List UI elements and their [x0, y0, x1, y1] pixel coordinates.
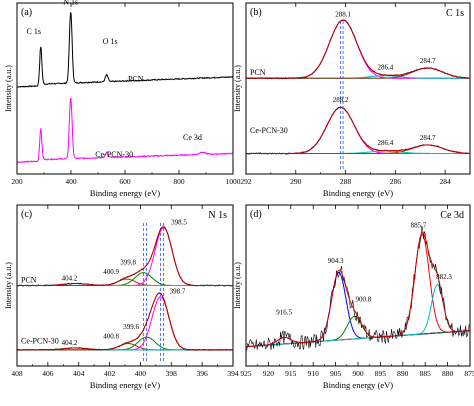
- panel-label: (a): [21, 7, 32, 18]
- annotation-label: PCN: [128, 75, 144, 84]
- plot-area: [17, 223, 233, 362]
- x-tick-label: 925: [240, 369, 252, 378]
- y-axis-label: Intensity (a.u.): [4, 65, 13, 112]
- annotation-label: O 1s: [103, 37, 118, 46]
- x-tick-label: 885: [420, 369, 432, 378]
- x-tick-label: 406: [42, 369, 54, 378]
- series-line-pcn: [17, 11, 233, 88]
- x-tick-label: 1000: [226, 177, 241, 186]
- peak-label: 404.2: [62, 339, 78, 347]
- raw-spectrum: [246, 19, 470, 80]
- annotation-label: C 1s: [27, 27, 41, 36]
- peak-label: 882.3: [436, 273, 452, 281]
- x-tick-label: 900: [352, 369, 364, 378]
- series-line-ce-pcn-30: [17, 97, 233, 164]
- x-tick-label: 890: [397, 369, 409, 378]
- y-axis-label: Intensity (a.u.): [4, 262, 13, 309]
- peak-label: 400.8: [103, 333, 119, 341]
- x-tick-label: 402: [104, 369, 116, 378]
- peak-label: 288.1: [335, 11, 351, 19]
- raw-spectrum: [246, 225, 470, 353]
- fit-envelope: [17, 292, 233, 351]
- x-tick-label: 404: [73, 369, 85, 378]
- panel-2: 292 290 288 286 284 Binding energy (eV) Intens…: [233, 2, 471, 198]
- x-axis-label: Binding energy (eV): [323, 380, 393, 390]
- x-tick-label: 920: [263, 369, 275, 378]
- x-tick-label: 600: [119, 177, 131, 186]
- peak-label: 288.2: [333, 96, 349, 104]
- peak-label: 900.8: [356, 296, 372, 304]
- x-tick-label: 398: [166, 369, 178, 378]
- x-tick-label: 408: [11, 369, 23, 378]
- sample-label: PCN: [250, 68, 266, 77]
- panel-4: 925 920 915 910 905 900 895 890 885 880 875 Binding…: [233, 204, 474, 390]
- annotation-label: N 1s: [63, 0, 78, 7]
- peak-label: 399.6: [123, 323, 139, 331]
- plot-area: [17, 11, 233, 164]
- panel-title: N 1s: [208, 210, 227, 221]
- x-tick-label: 396: [197, 369, 209, 378]
- peak-label: 284.7: [420, 57, 436, 65]
- sample-label: PCN: [21, 275, 37, 284]
- panel-title: Ce 3d: [440, 210, 464, 221]
- plot-area: [246, 225, 470, 353]
- fit-component: [246, 283, 470, 348]
- x-tick-label: 200: [11, 177, 23, 186]
- peak-label: 885.7: [411, 222, 427, 230]
- x-tick-label: 292: [240, 177, 252, 186]
- y-axis-label: Intensity (a.u.): [233, 262, 242, 309]
- y-axis-label: Intensity (a.u.): [233, 65, 242, 112]
- x-axis-label: Binding energy (eV): [90, 188, 160, 198]
- panel-1: 200 400 600 800 1000 Binding energy (eV) Inten…: [4, 0, 241, 198]
- peak-label: 404.2: [62, 275, 78, 283]
- peak-label: 904.3: [328, 257, 344, 265]
- x-tick-label: 895: [375, 369, 387, 378]
- panel-label: (b): [250, 7, 262, 18]
- x-tick-label: 910: [308, 369, 320, 378]
- x-tick-label: 286: [390, 177, 402, 186]
- fit-envelope: [246, 19, 470, 79]
- axes-frame: [16, 2, 234, 175]
- sample-label: Ce-PCN-30: [21, 336, 59, 345]
- raw-spectrum: [17, 226, 233, 287]
- panel-label: (d): [250, 209, 262, 220]
- x-tick-label: 905: [330, 369, 342, 378]
- peak-label: 916.5: [276, 308, 292, 316]
- peak-label: 286.4: [378, 139, 394, 147]
- peak-label: 284.7: [420, 134, 436, 142]
- peak-label: 398.7: [170, 288, 186, 296]
- fit-component: [17, 226, 233, 286]
- x-tick-label: 880: [442, 369, 454, 378]
- x-tick-label: 800: [173, 177, 185, 186]
- x-axis-label: Binding energy (eV): [90, 380, 160, 390]
- annotation-label: Ce-PCN-30: [95, 150, 133, 159]
- x-tick-label: 284: [439, 177, 451, 186]
- fit-envelope: [246, 106, 470, 154]
- axes-frame: [245, 2, 471, 175]
- x-tick-label: 290: [290, 177, 302, 186]
- peak-label: 398.5: [171, 218, 187, 226]
- x-tick-label: 400: [135, 369, 147, 378]
- x-tick-label: 400: [65, 177, 77, 186]
- peak-label: 399.8: [120, 259, 136, 267]
- plot-area: [246, 19, 470, 170]
- fit-component: [246, 233, 470, 348]
- fit-envelope: [17, 226, 233, 286]
- panel-3: 408 406 404 402 400 398 396 394 Binding energy (…: [4, 204, 239, 390]
- panel-label: (c): [21, 209, 32, 220]
- peak-label: 286.4: [378, 64, 394, 72]
- x-axis-label: Binding energy (eV): [323, 188, 393, 198]
- panel-title: C 1s: [446, 8, 464, 19]
- x-tick-label: 394: [227, 369, 239, 378]
- x-tick-label: 875: [464, 369, 474, 378]
- fit-envelope: [246, 231, 470, 348]
- annotation-label: Ce 3d: [183, 133, 202, 142]
- x-tick-label: 915: [285, 369, 297, 378]
- x-tick-label: 288: [340, 177, 352, 186]
- peak-label: 400.9: [103, 268, 119, 276]
- fit-component: [246, 315, 470, 348]
- sample-label: Ce-PCN-30: [250, 126, 288, 135]
